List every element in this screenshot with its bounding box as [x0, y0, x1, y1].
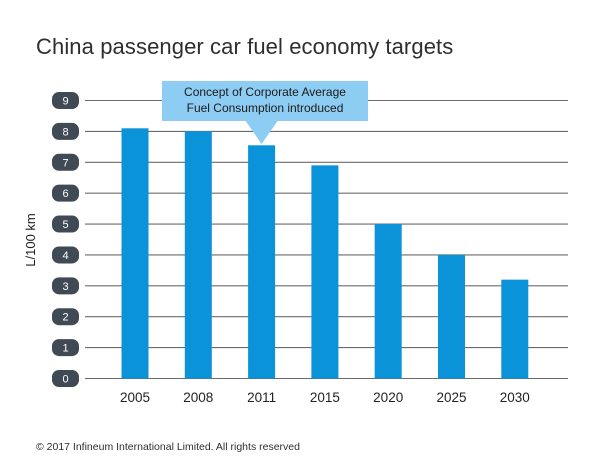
- y-tick-badge: [52, 370, 79, 387]
- y-tick-label: 8: [62, 126, 68, 138]
- x-tick-label: 2020: [373, 390, 403, 405]
- callout-text-line: Fuel Consumption introduced: [187, 101, 344, 115]
- y-axis-label: L/100 km: [23, 213, 38, 266]
- x-tick-label: 2005: [120, 390, 150, 405]
- bar-2005: [121, 128, 149, 379]
- bar-2020: [374, 224, 402, 379]
- bar-2015: [311, 165, 339, 379]
- y-tick-badge: [52, 153, 79, 171]
- annotation-callout: Concept of Corporate Average Fuel Consump…: [162, 81, 368, 144]
- y-tick: 0: [52, 370, 79, 387]
- x-tick-label: 2015: [310, 390, 340, 405]
- y-tick-badge: [52, 184, 79, 202]
- bar-2030: [501, 279, 529, 379]
- y-tick-badge: [52, 246, 79, 264]
- y-tick: 6: [52, 184, 79, 202]
- callout-arrow: [245, 121, 278, 144]
- y-tick-label: 3: [62, 281, 68, 293]
- y-tick-badge: [52, 339, 79, 357]
- y-tick-badge: [52, 122, 79, 140]
- y-tick: 9: [52, 92, 79, 109]
- y-tick-badge: [52, 215, 79, 233]
- x-tick-label: 2030: [500, 390, 530, 405]
- y-tick: 4: [52, 246, 79, 264]
- callout-box: [162, 81, 368, 121]
- bar-2011: [248, 145, 276, 379]
- y-tick-badge: [52, 308, 79, 326]
- chart-title: China passenger car fuel economy targets: [36, 34, 454, 59]
- y-tick: 2: [52, 308, 79, 326]
- y-tick-badge: [52, 92, 79, 109]
- y-tick-label: 5: [62, 219, 68, 231]
- bar-2025: [438, 254, 465, 379]
- y-tick-label: 1: [62, 343, 68, 355]
- y-tick: 7: [52, 153, 79, 171]
- y-tick-label: 9: [62, 96, 68, 108]
- y-tick: 3: [52, 277, 79, 295]
- x-tick-label: 2008: [183, 390, 213, 405]
- y-tick-label: 0: [62, 374, 68, 386]
- x-tick-label: 2025: [436, 390, 466, 405]
- y-tick: 1: [52, 339, 79, 357]
- bars: [121, 128, 529, 379]
- y-tick-label: 2: [62, 312, 68, 324]
- bar-2008: [184, 131, 212, 379]
- y-tick-badge: [52, 277, 79, 295]
- y-tick: 8: [52, 122, 79, 140]
- y-tick: 5: [52, 215, 79, 233]
- x-tick-label: 2011: [247, 390, 276, 405]
- copyright-footer: © 2017 Infineum International Limited. A…: [36, 441, 300, 453]
- y-axis-ticks: 0 1 2 3 4 5 6 7 8 9: [52, 92, 79, 387]
- y-tick-label: 6: [62, 188, 68, 200]
- x-axis-ticks: 2005 2008 2011 2015 2020 2025 2030: [120, 390, 530, 405]
- callout-text-line: Concept of Corporate Average: [184, 85, 346, 99]
- y-tick-label: 7: [62, 157, 68, 169]
- y-tick-label: 4: [62, 250, 68, 262]
